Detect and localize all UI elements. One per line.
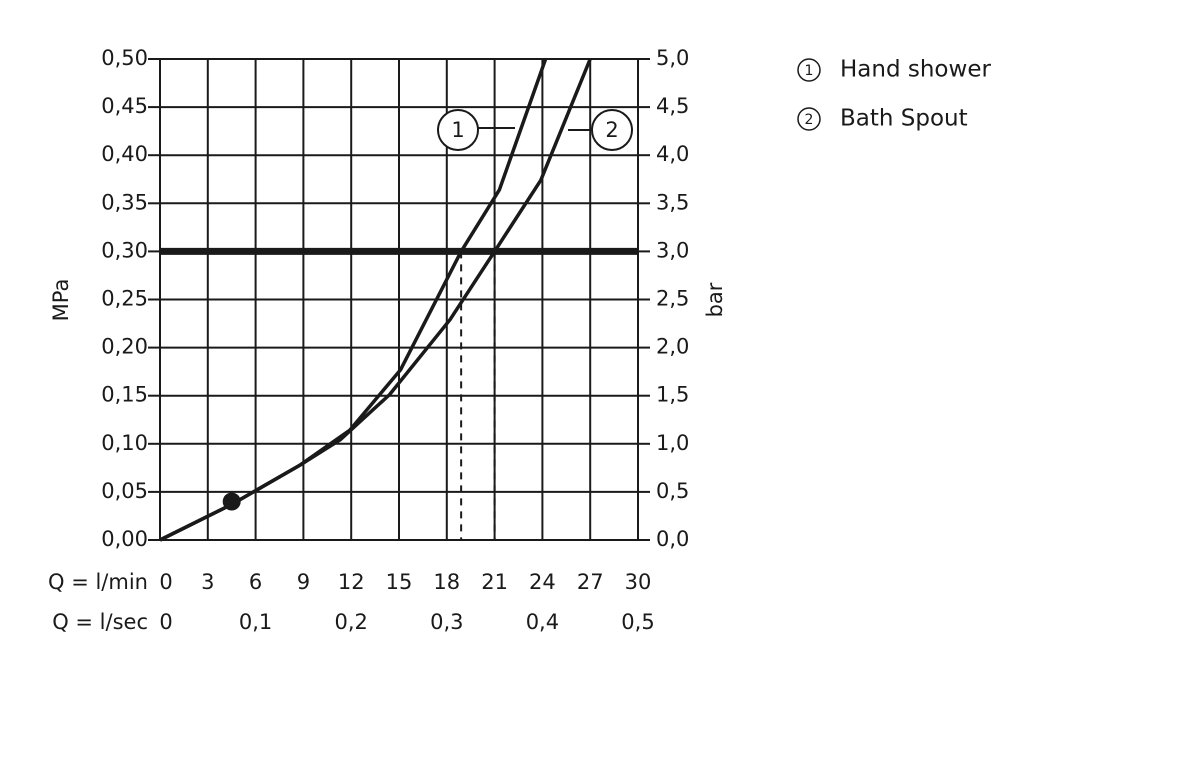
x-tick-label: 6 xyxy=(249,570,262,594)
x2-axis-label: Q = l/sec xyxy=(52,610,148,634)
y2-tick-label: 0,0 xyxy=(656,527,689,551)
y2-tick-label: 3,0 xyxy=(656,238,689,262)
y2-tick-label: 2,0 xyxy=(656,335,689,359)
x2-tick-label: 0,3 xyxy=(430,610,463,634)
y2-tick-label: 0,5 xyxy=(656,479,689,503)
callout-label: 2 xyxy=(605,118,618,142)
callout-circle xyxy=(591,109,633,151)
x2-tick-label: 0 xyxy=(159,610,172,634)
legend-label: Bath Spout xyxy=(840,106,968,132)
legend-circle xyxy=(797,58,821,82)
y2-tick-label: 4,5 xyxy=(656,94,689,118)
y-tick-label: 0,10 xyxy=(101,431,148,455)
y2-tick-label: 4,0 xyxy=(656,142,689,166)
x-tick-label: 12 xyxy=(338,570,365,594)
x-tick-label: 21 xyxy=(481,570,508,594)
x-tick-label: 30 xyxy=(625,570,652,594)
x-tick-label: 15 xyxy=(386,570,413,594)
callout-label: 1 xyxy=(451,118,464,142)
x-tick-label: 18 xyxy=(433,570,460,594)
legend-number: 1 xyxy=(805,63,814,79)
y-tick-label: 0,40 xyxy=(101,142,148,166)
y-tick-label: 0,35 xyxy=(101,190,148,214)
callout-circle xyxy=(437,109,479,151)
y2-tick-label: 3,5 xyxy=(656,190,689,214)
plot-frame xyxy=(159,58,639,541)
series-line xyxy=(159,58,592,542)
y-tick-label: 0,50 xyxy=(101,46,148,70)
x-tick-label: 24 xyxy=(529,570,556,594)
point-marker xyxy=(222,492,241,511)
y2-axis-label: bar xyxy=(703,282,727,317)
y-tick-label: 0,05 xyxy=(101,479,148,503)
y2-tick-label: 1,5 xyxy=(656,383,689,407)
y-tick-label: 0,00 xyxy=(101,527,148,551)
x2-tick-label: 0,1 xyxy=(239,610,272,634)
y-tick-label: 0,25 xyxy=(101,287,148,311)
y-tick-label: 0,45 xyxy=(101,94,148,118)
x2-tick-label: 0,5 xyxy=(621,610,654,634)
x-axis-label: Q = l/min xyxy=(48,570,148,594)
x-tick-label: 9 xyxy=(297,570,310,594)
y-tick-label: 0,20 xyxy=(101,335,148,359)
y2-tick-label: 2,5 xyxy=(656,287,689,311)
x-tick-label: 0 xyxy=(159,570,172,594)
x2-tick-label: 0,4 xyxy=(526,610,559,634)
x2-tick-label: 0,2 xyxy=(334,610,367,634)
y2-tick-label: 5,0 xyxy=(656,46,689,70)
legend-number: 2 xyxy=(805,112,814,128)
y-tick-label: 0,15 xyxy=(101,383,148,407)
legend-circle xyxy=(797,107,821,131)
x-tick-label: 3 xyxy=(201,570,214,594)
x-tick-label: 27 xyxy=(577,570,604,594)
y-axis-label: MPa xyxy=(49,279,73,322)
legend-label: Hand shower xyxy=(840,57,991,83)
y2-tick-label: 1,0 xyxy=(656,431,689,455)
y-tick-label: 0,30 xyxy=(101,238,148,262)
